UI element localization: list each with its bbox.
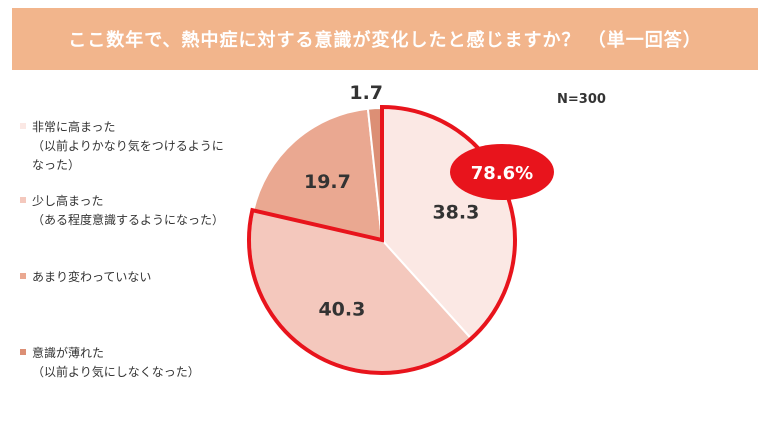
highlight-outline bbox=[247, 104, 517, 375]
highlight-badge bbox=[450, 144, 554, 200]
slice-value-label: 19.7 bbox=[304, 171, 351, 193]
chart-title: ここ数年で、熱中症に対する意識が変化したと感じますか？ （単一回答） bbox=[68, 30, 702, 51]
legend-item-weakened: 意識が薄れた （以前より気にしなくなった） bbox=[20, 344, 250, 382]
legend-swatch bbox=[20, 273, 26, 279]
legend-item-unchanged: あまり変わっていない bbox=[20, 268, 250, 287]
title-bar: ここ数年で、熱中症に対する意識が変化したと感じますか？ （単一回答） bbox=[12, 8, 758, 70]
legend-label: 少し高まった bbox=[32, 194, 104, 208]
sample-size-label: N=300 bbox=[557, 92, 606, 107]
legend-item-slightly-high: 少し高まった （ある程度意識するようになった） bbox=[20, 192, 250, 230]
legend-swatch bbox=[20, 197, 26, 203]
legend-item-very-high: 非常に高まった （以前よりかなり気をつけるように なった） bbox=[20, 118, 250, 175]
legend-swatch bbox=[20, 123, 26, 129]
highlight-badge-label: 78.6% bbox=[471, 163, 533, 184]
legend-swatch bbox=[20, 349, 26, 355]
legend-label: 意識が薄れた bbox=[32, 346, 105, 360]
pie-slice-unchanged bbox=[252, 107, 384, 242]
legend-sublabel-2: なった） bbox=[32, 158, 81, 172]
slice-value-label: 1.7 bbox=[349, 82, 383, 104]
legend-label: 非常に高まった bbox=[32, 120, 116, 134]
legend-label: あまり変わっていない bbox=[32, 270, 152, 284]
legend-sublabel: （ある程度意識するようになった） bbox=[32, 213, 225, 227]
legend-sublabel: （以前よりかなり気をつけるように bbox=[32, 139, 224, 153]
slice-value-label: 40.3 bbox=[318, 298, 365, 320]
slice-value-label: 38.3 bbox=[432, 202, 479, 224]
legend-sublabel: （以前より気にしなくなった） bbox=[32, 365, 200, 379]
